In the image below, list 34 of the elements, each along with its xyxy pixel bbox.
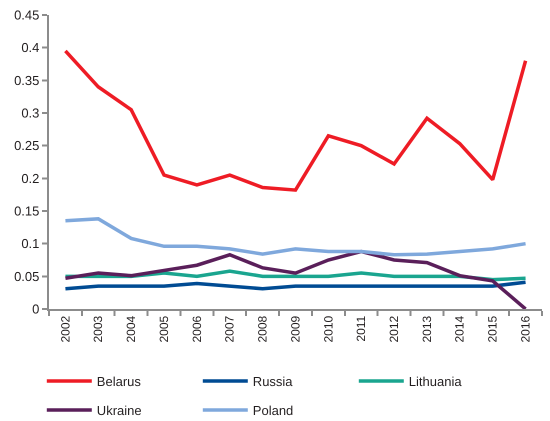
y-tick-label: 0.4 bbox=[21, 40, 40, 56]
x-tick-label: 2011 bbox=[354, 315, 368, 342]
y-tick-label: 0.35 bbox=[14, 72, 40, 88]
x-tick-label: 2009 bbox=[288, 315, 302, 343]
y-tick-label: 0.15 bbox=[14, 204, 40, 219]
y-tick-label: 0 bbox=[32, 302, 40, 317]
legend-label: Ukraine bbox=[96, 403, 142, 418]
x-tick-label: 2008 bbox=[256, 315, 270, 343]
x-tick-label: 2016 bbox=[518, 315, 532, 343]
x-tick-label: 2013 bbox=[420, 315, 434, 343]
legend-label: Belarus bbox=[96, 374, 142, 390]
y-tick-label: 0.3 bbox=[21, 106, 40, 121]
line-series bbox=[64, 217, 528, 257]
x-tick-label: 2004 bbox=[124, 315, 138, 343]
x-tick-label: 2007 bbox=[222, 315, 237, 343]
x-tick-label: 2015 bbox=[486, 315, 500, 343]
line-series bbox=[64, 280, 528, 290]
x-tick-label: 2002 bbox=[58, 315, 72, 343]
y-tick-label: 0.25 bbox=[14, 138, 40, 154]
line-series bbox=[64, 250, 528, 309]
x-tick-label: 2003 bbox=[91, 315, 106, 343]
y-tick-label: 0.05 bbox=[14, 268, 40, 284]
x-tick-label: 2010 bbox=[321, 315, 336, 343]
legend-label: Russia bbox=[252, 374, 294, 390]
legend-label: Poland bbox=[252, 403, 294, 418]
x-tick-label: 2006 bbox=[190, 315, 204, 343]
line-series bbox=[64, 49, 528, 192]
x-tick-label: 2014 bbox=[452, 315, 467, 343]
x-tick-label: 2005 bbox=[156, 315, 171, 343]
y-tick-label: 0.1 bbox=[21, 236, 40, 252]
legend-label: Lithuania bbox=[408, 374, 462, 390]
y-tick-label: 0.2 bbox=[21, 170, 40, 186]
x-tick-label: 2012 bbox=[387, 315, 401, 343]
y-tick-label: 0.45 bbox=[14, 8, 40, 23]
